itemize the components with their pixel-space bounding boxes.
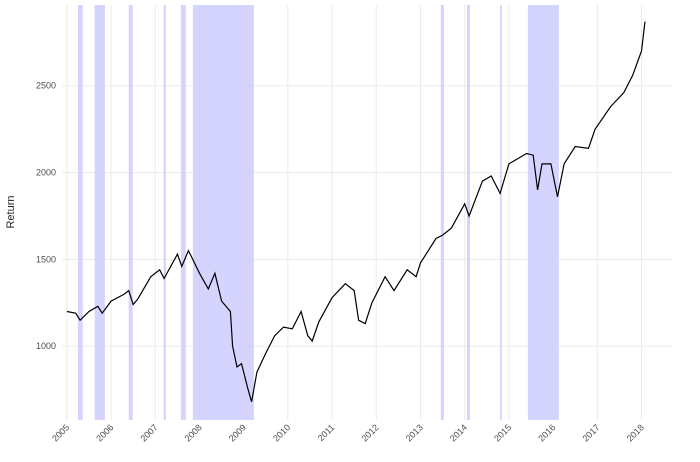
y-tick-label: 1000: [36, 341, 56, 351]
x-tick-label: 2008: [183, 422, 204, 443]
x-tick-label: 2009: [227, 422, 248, 443]
y-tick-label: 1500: [36, 254, 56, 264]
x-tick-label: 2013: [404, 422, 425, 443]
x-tick-label: 2015: [492, 422, 513, 443]
y-axis-label: Return: [5, 195, 17, 228]
x-tick-label: 2006: [94, 422, 115, 443]
x-tick-label: 2005: [50, 422, 71, 443]
x-tick-label: 2016: [536, 422, 557, 443]
y-tick-label: 2000: [36, 168, 56, 178]
shaded-region: [180, 5, 186, 420]
shaded-region: [77, 5, 83, 420]
x-tick-label: 2012: [359, 422, 380, 443]
x-tick-label: 2014: [448, 422, 469, 443]
x-tick-label: 2010: [271, 422, 292, 443]
shaded-region: [500, 5, 502, 420]
x-tick-label: 2017: [580, 422, 601, 443]
shaded-region: [163, 5, 166, 420]
shaded-region: [527, 5, 559, 420]
shaded-region: [192, 5, 254, 420]
y-tick-label: 2500: [36, 81, 56, 91]
x-tick-label: 2018: [625, 422, 646, 443]
shaded-region: [128, 5, 133, 420]
x-tick-label: 2007: [138, 422, 159, 443]
x-tick-label: 2011: [316, 422, 337, 443]
shaded-region: [94, 5, 105, 420]
line: [66, 21, 646, 402]
shaded-region: [440, 5, 444, 420]
